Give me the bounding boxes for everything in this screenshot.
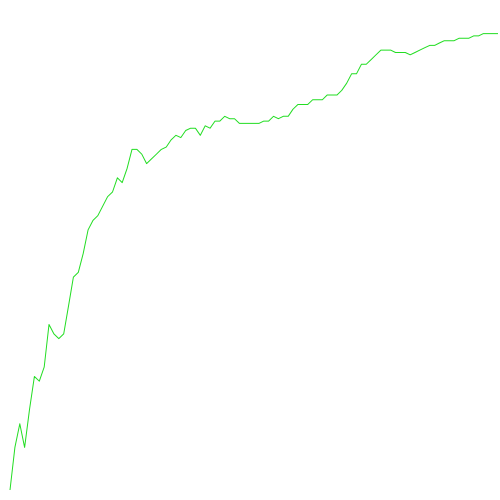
series-line-0 [9, 33, 498, 491]
series-layer [9, 33, 498, 491]
